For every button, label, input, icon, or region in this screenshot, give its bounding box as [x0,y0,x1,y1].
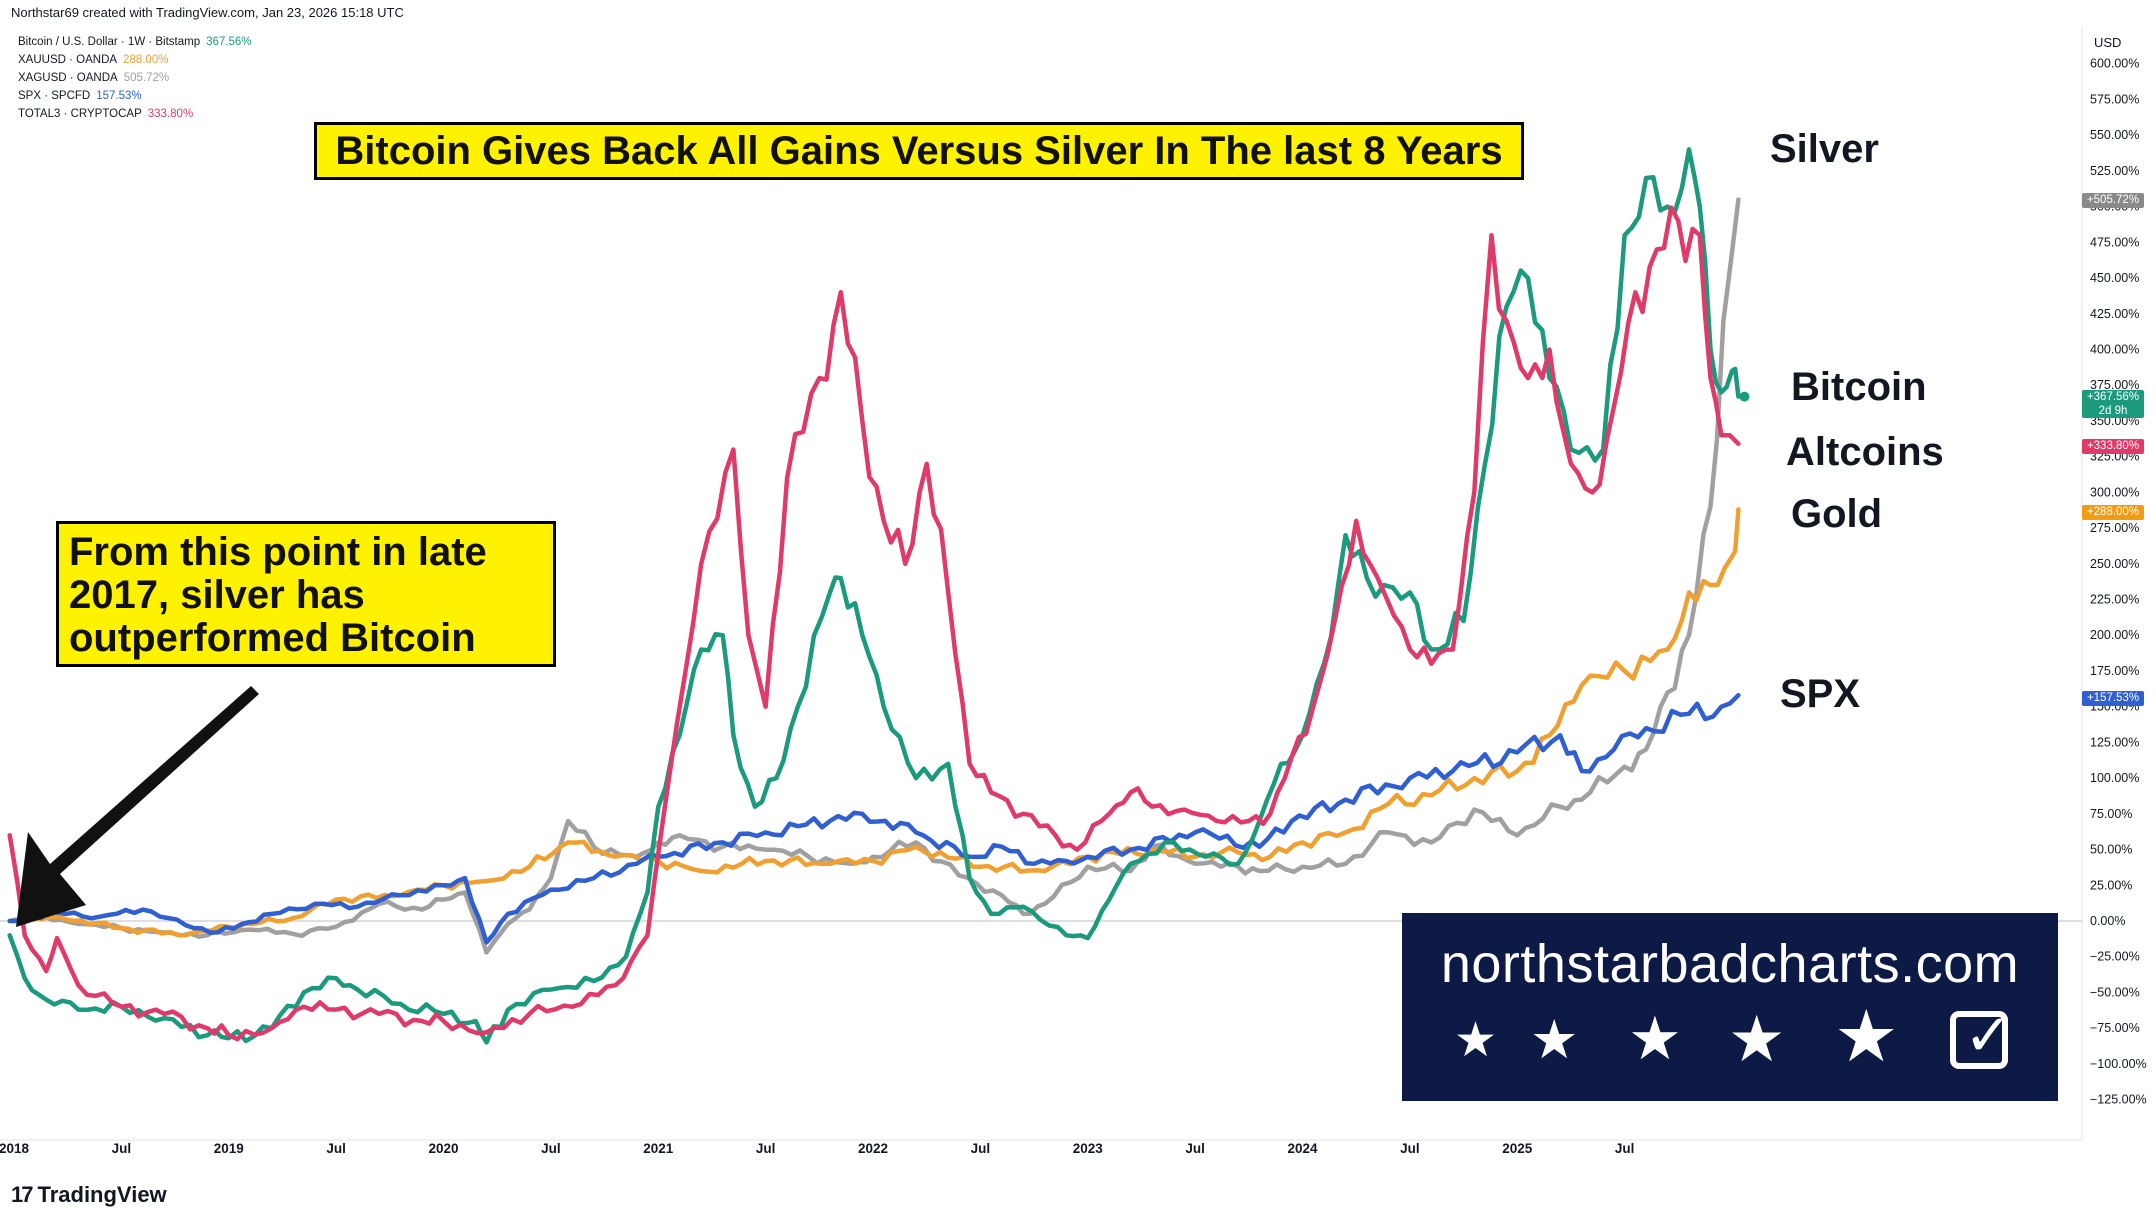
checkbox-icon: ✓ [1950,1007,2013,1069]
branding-panel: northstarbadcharts.com ★ ★ ★ ★ ★ ✓ [1402,913,2058,1101]
star-icon: ★ [1728,1003,1786,1075]
legend-label: Bitcoin / U.S. Dollar · 1W · Bitstamp [18,36,201,48]
series-label-silver: Silver [1770,127,1879,171]
x-tick-label: Jul [326,1141,346,1156]
series-label-bitcoin: Bitcoin [1791,365,1927,409]
y-tick-label: 25.00% [2090,878,2132,892]
star-icon: ★ [1628,1005,1682,1072]
x-tick-label: 2023 [1073,1141,1104,1156]
price-badge-bitcoin-countdown: 2d 9h [2098,405,2128,417]
legend-value: 157.53% [96,90,142,102]
y-tick-label: 375.00% [2090,378,2139,392]
annotation-note: From this point in late 2017, silver has… [56,521,556,667]
x-tick-label: 2025 [1502,1141,1533,1156]
y-tick-label: 425.00% [2090,307,2139,321]
legend-row[interactable]: SPX · SPCFD 157.53% [18,87,252,105]
y-tick-label: 550.00% [2090,128,2139,142]
x-tick-label: 2022 [858,1141,888,1156]
series-label-gold: Gold [1791,492,1883,536]
y-tick-label: 100.00% [2090,771,2139,785]
y-tick-label: 225.00% [2090,593,2139,607]
series-line-altcoins [7,205,1741,1042]
legend-label: SPX · SPCFD [18,90,91,102]
y-tick-label: 275.00% [2090,521,2139,535]
legend-value: 333.80% [147,108,194,120]
tradingview-logo: 17 TradingView [11,1182,167,1208]
legend-label: XAGUSD · OANDA [18,72,118,84]
series-lines [7,147,1741,1045]
star-icon: ★ [1834,997,1899,1077]
x-tick-label: Jul [112,1141,132,1156]
y-axis-ticks: 600.00%575.00%550.00%525.00%500.00%475.0… [2090,57,2147,1107]
y-tick-label: 300.00% [2090,485,2139,499]
y-tick-label: −125.00% [2090,1093,2147,1107]
y-tick-label: 175.00% [2090,664,2139,678]
y-tick-label: −25.00% [2090,950,2140,964]
arrow-icon [16,686,259,927]
price-badge-bitcoin-value: +367.56% [2086,391,2140,403]
legend-row[interactable]: TOTAL3 · CRYPTOCAP 333.80% [18,105,252,123]
tradingview-logo-text: TradingView [37,1182,167,1207]
title-banner: Bitcoin Gives Back All Gains Versus Silv… [314,122,1524,180]
x-tick-label: 2018 [0,1141,30,1156]
y-tick-label: 525.00% [2090,164,2139,178]
header-credit: Northstar69 created with TradingView.com… [11,5,404,20]
legend: Bitcoin / U.S. Dollar · 1W · Bitstamp 367… [18,33,252,123]
star-icon: ★ [1454,1014,1498,1067]
x-tick-label: 2024 [1287,1141,1318,1156]
y-tick-label: 475.00% [2090,235,2139,249]
series-label-spx: SPX [1780,672,1861,716]
tradingview-mark-icon: 17 [11,1182,34,1207]
currency-label: USD [2094,35,2122,50]
y-tick-label: 450.00% [2090,271,2139,285]
y-tick-label: −50.00% [2090,985,2140,999]
y-tick-label: 0.00% [2090,914,2125,928]
y-tick-label: 250.00% [2090,557,2139,571]
y-tick-label: 75.00% [2090,807,2132,821]
x-tick-label: 2019 [214,1141,244,1156]
y-tick-label: −75.00% [2090,1021,2140,1035]
price-badge-bitcoin: +367.56% 2d 9h [2082,390,2144,418]
x-axis-ticks: 2018 Jul 2019 Jul 2020 Jul 2021 Jul 2022 Jul 2023 J… [0,1141,1634,1156]
legend-label: XAUUSD · OANDA [18,54,118,66]
x-tick-label: 2021 [643,1141,674,1156]
x-tick-label: 2020 [428,1141,458,1156]
series-line-gold [7,507,1741,938]
y-tick-label: 600.00% [2090,57,2139,71]
legend-value: 367.56% [206,36,252,48]
y-tick-label: 200.00% [2090,628,2139,642]
x-tick-label: Jul [541,1141,561,1156]
series-label-altcoins: Altcoins [1786,430,1944,474]
series-line-bitcoin [7,147,1741,1045]
price-badge-gold: +288.00% [2082,505,2144,520]
x-tick-label: Jul [1400,1141,1420,1156]
x-tick-label: Jul [971,1141,991,1156]
bitcoin-last-point [1739,391,1750,402]
branding-site: northstarbadcharts.com [1440,934,2020,994]
legend-row[interactable]: XAGUSD · OANDA 505.72% [18,69,252,87]
legend-value: 505.72% [123,72,170,84]
y-tick-label: 575.00% [2090,92,2139,106]
x-tick-label: Jul [1615,1141,1635,1156]
price-badge-altcoins: +333.80% [2082,439,2144,454]
x-tick-label: Jul [1185,1141,1205,1156]
y-tick-label: 125.00% [2090,735,2139,749]
legend-value: 288.00% [123,54,169,66]
y-tick-label: 50.00% [2090,843,2132,857]
x-tick-label: Jul [756,1141,776,1156]
y-tick-label: −100.00% [2090,1057,2147,1071]
legend-row[interactable]: Bitcoin / U.S. Dollar · 1W · Bitstamp 367… [18,33,252,51]
series-line-silver [7,197,1741,955]
price-badge-silver: +505.72% [2082,193,2144,208]
series-line-spx [7,692,1741,945]
legend-row[interactable]: XAUUSD · OANDA 288.00% [18,51,252,69]
price-badge-spx: +157.53% [2082,691,2144,706]
star-icon: ★ [1530,1010,1579,1070]
y-tick-label: 400.00% [2090,342,2139,356]
legend-label: TOTAL3 · CRYPTOCAP [18,108,142,120]
